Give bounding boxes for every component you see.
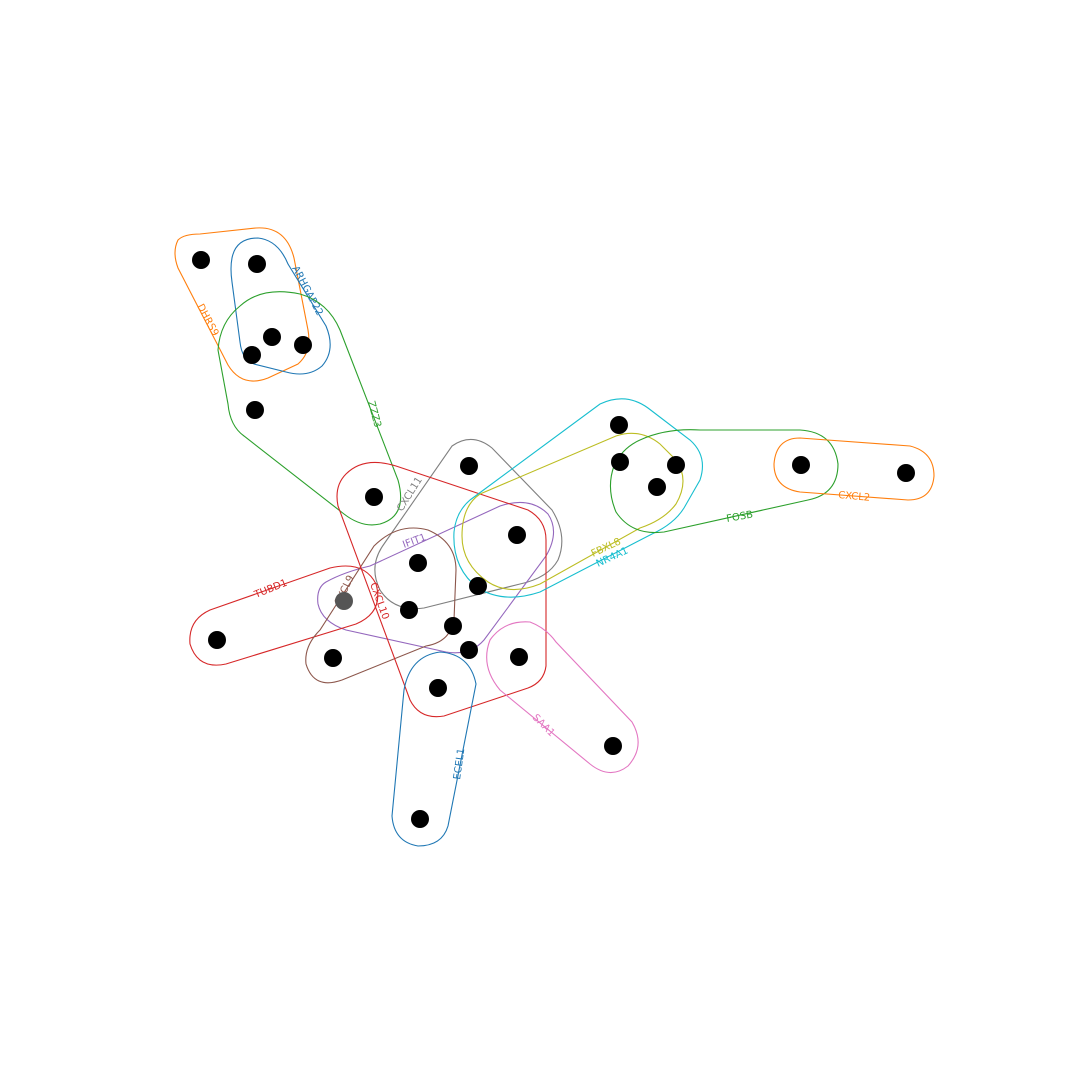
node	[611, 453, 629, 471]
node	[263, 328, 281, 346]
node	[429, 679, 447, 697]
hull-label-zzz3: ZZZ3	[365, 400, 383, 429]
hull-label-saa1: SAA1	[530, 712, 557, 739]
node	[243, 346, 261, 364]
hull-fosb	[609, 429, 839, 534]
node	[460, 641, 478, 659]
hull-label-ecel1: ECEL1	[452, 748, 467, 781]
node	[365, 488, 383, 506]
hull-label-arhgap22: ARHGAP22	[289, 264, 324, 317]
node	[192, 251, 210, 269]
node	[667, 456, 685, 474]
node	[508, 526, 526, 544]
node	[792, 456, 810, 474]
node	[400, 601, 418, 619]
node	[248, 255, 266, 273]
hull-label-dhrs9: DHRS9	[194, 302, 220, 338]
hull-ifit1	[317, 501, 555, 654]
node	[208, 631, 226, 649]
hull-fbxl8	[461, 432, 684, 591]
node	[411, 810, 429, 828]
node	[897, 464, 915, 482]
node	[335, 592, 353, 610]
node	[510, 648, 528, 666]
node	[444, 617, 462, 635]
hyperedge-fbxl8: FBXL8	[461, 432, 684, 591]
node	[469, 577, 487, 595]
hull-nr4a1	[453, 398, 703, 598]
hull-label-cxcl10: CXCL10	[367, 581, 390, 621]
node	[604, 737, 622, 755]
hull-arhgap22	[230, 237, 331, 375]
node	[460, 457, 478, 475]
hull-zzz3	[217, 291, 402, 526]
node	[409, 554, 427, 572]
node	[246, 401, 264, 419]
hull-cxcl11	[374, 438, 563, 610]
hull-cxcl2	[773, 437, 935, 501]
nodes	[192, 251, 915, 828]
hyperedge-ecel1: ECEL1	[391, 651, 477, 847]
hull-tubd1	[189, 565, 379, 666]
node	[294, 336, 312, 354]
hull-cxcl9	[305, 527, 457, 684]
hyperedge-fosb: FOSB	[609, 429, 839, 534]
hull-cxcl10	[336, 461, 547, 718]
hull-ecel1	[391, 651, 477, 847]
hull-label-fosb: FOSB	[726, 509, 754, 525]
hull-saa1	[486, 621, 639, 774]
node	[648, 478, 666, 496]
hull-label-tubd1: TUBD1	[252, 578, 289, 601]
node	[610, 416, 628, 434]
hull-label-cxcl2: CXCL2	[838, 490, 871, 504]
hull-label-ifit1: IFIT1	[401, 532, 427, 551]
hyperedge-cxcl2: CXCL2	[773, 437, 935, 504]
node	[324, 649, 342, 667]
hull-label-cxcl11: CXCL11	[395, 475, 425, 513]
